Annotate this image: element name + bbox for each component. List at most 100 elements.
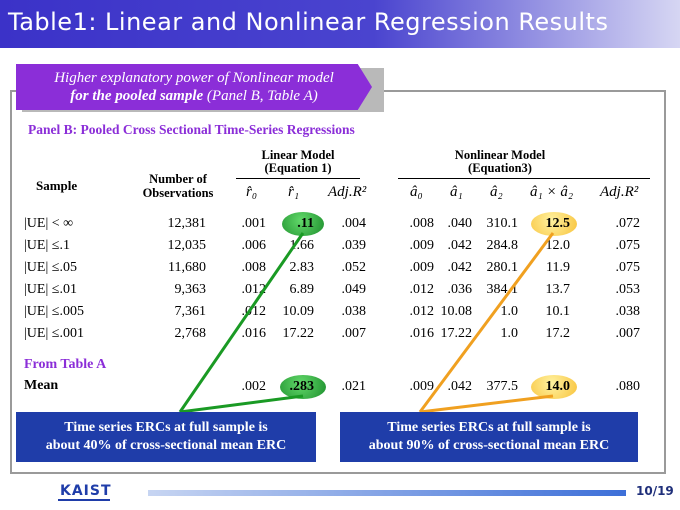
row-a2: 384.1 <box>486 282 519 297</box>
row-a1: 17.22 <box>440 326 473 341</box>
row-a0: .012 <box>409 304 435 319</box>
page-title: Table1: Linear and Nonlinear Regression … <box>8 8 609 36</box>
row-adj2: .075 <box>615 260 641 275</box>
title-bar: Table1: Linear and Nonlinear Regression … <box>0 0 680 48</box>
callout-right-line1: Time series ERCs at full sample is <box>387 420 591 435</box>
row-r0: .008 <box>241 260 267 275</box>
header-adjr2-nl: Adj.R² <box>600 184 639 200</box>
row-a2: 310.1 <box>486 216 519 231</box>
mean-a1: .042 <box>447 379 473 394</box>
header-sample: Sample <box>36 178 78 193</box>
row-a1a2: 11.9 <box>546 260 570 275</box>
mean-label: Mean <box>24 378 59 393</box>
row-a1: 10.08 <box>440 304 473 319</box>
page-number: 10/19 <box>636 484 674 498</box>
row-r1: .11 <box>297 216 314 231</box>
orange-connector-bottom <box>419 394 554 414</box>
row-sample: |UE| < ∞ <box>24 216 74 231</box>
row-r0: .001 <box>241 216 267 231</box>
row-adj2: .007 <box>615 326 641 341</box>
row-obs: 12,035 <box>167 238 207 253</box>
row-a0: .009 <box>409 238 435 253</box>
row-a1a2: 17.2 <box>545 326 571 341</box>
row-sample: |UE| ≤.05 <box>24 260 77 275</box>
row-a1: .036 <box>447 282 473 297</box>
banner-line-2-bold: for the pooled sample <box>70 88 204 104</box>
row-adj1: .052 <box>341 260 367 275</box>
row-obs: 11,680 <box>168 260 206 275</box>
headline-banner: Higher explanatory power of Nonlinear mo… <box>16 64 372 110</box>
row-a0: .016 <box>409 326 435 341</box>
row-r1: 6.89 <box>289 282 315 297</box>
row-a0: .012 <box>409 282 435 297</box>
row-sample: |UE| ≤.001 <box>24 326 84 341</box>
mean-a2: 377.5 <box>486 379 519 394</box>
row-adj1: .038 <box>341 304 367 319</box>
row-a1a2: 10.1 <box>545 304 571 319</box>
banner-line-1: Higher explanatory power of Nonlinear mo… <box>54 70 334 86</box>
row-obs: 2,768 <box>174 326 207 341</box>
panel-header: Panel B: Pooled Cross Sectional Time-Ser… <box>28 122 355 137</box>
header-nonlinear-line2: (Equation3) <box>468 161 532 175</box>
highlight-r1-full <box>282 212 324 236</box>
banner-line-2-rest: (Panel B, Table A) <box>203 88 318 104</box>
orange-connector-top <box>418 232 555 413</box>
mean-r0: .002 <box>241 379 267 394</box>
kaist-logo: KAIST <box>60 483 112 499</box>
header-nonlinear-line1: Nonlinear Model <box>454 148 546 162</box>
row-adj2: .075 <box>615 238 641 253</box>
callout-right: Time series ERCs at full sample is about… <box>340 412 638 462</box>
nonlinear-underline <box>398 178 650 179</box>
row-adj1: .004 <box>341 216 367 231</box>
callout-left-line2: about 40% of cross-sectional mean ERC <box>45 438 287 453</box>
highlight-r1-mean <box>280 375 326 399</box>
header-linear-line1: Linear Model <box>261 148 335 162</box>
row-r0: .016 <box>241 326 267 341</box>
row-a1a2: 12.0 <box>545 238 571 253</box>
row-a2: 284.8 <box>486 238 519 253</box>
row-obs: 12,381 <box>167 216 207 231</box>
mean-adj2: .080 <box>615 379 641 394</box>
row-adj1: .007 <box>341 326 367 341</box>
highlight-a1a2-mean <box>531 375 577 399</box>
from-table-label: From Table A <box>24 357 107 372</box>
row-a2: 280.1 <box>486 260 519 275</box>
row-adj2: .038 <box>615 304 641 319</box>
green-connector-top <box>178 232 305 413</box>
row-obs: 7,361 <box>174 304 207 319</box>
header-obs-line2: Observations <box>142 186 214 200</box>
kaist-logo-underline <box>58 499 110 501</box>
header-a1: â₁ <box>450 184 463 200</box>
header-adjr2: Adj.R² <box>328 184 367 200</box>
linear-underline <box>236 178 360 179</box>
row-a1: .042 <box>447 238 473 253</box>
row-adj2: .053 <box>615 282 641 297</box>
callout-right-line2: about 90% of cross-sectional mean ERC <box>368 438 610 453</box>
mean-a1a2: 14.0 <box>545 379 571 394</box>
row-r1: 2.83 <box>289 260 315 275</box>
row-a0: .008 <box>409 216 435 231</box>
row-sample: |UE| ≤.005 <box>24 304 84 319</box>
header-a0: â₀ <box>410 184 423 200</box>
header-r0: r̂₀ <box>246 184 258 200</box>
row-a1: .042 <box>447 260 473 275</box>
footer-bar <box>148 490 626 496</box>
green-connector-bottom <box>179 394 304 414</box>
row-sample: |UE| ≤.01 <box>24 282 77 297</box>
callout-left-line1: Time series ERCs at full sample is <box>64 420 268 435</box>
header-a1xa2: â₁ × â₂ <box>530 184 574 200</box>
mean-r1: .283 <box>289 379 315 394</box>
callout-left: Time series ERCs at full sample is about… <box>16 412 316 462</box>
row-adj1: .039 <box>341 238 367 253</box>
row-a1a2: 13.7 <box>545 282 571 297</box>
row-a0: .009 <box>409 260 435 275</box>
header-a2: â₂ <box>490 184 503 200</box>
header-r1: r̂₁ <box>288 184 300 200</box>
row-a2: 1.0 <box>500 304 519 319</box>
mean-adj1: .021 <box>341 379 367 394</box>
row-adj2: .072 <box>615 216 641 231</box>
row-a2: 1.0 <box>500 326 519 341</box>
header-obs-line1: Number of <box>149 172 207 186</box>
content-frame <box>10 90 666 474</box>
